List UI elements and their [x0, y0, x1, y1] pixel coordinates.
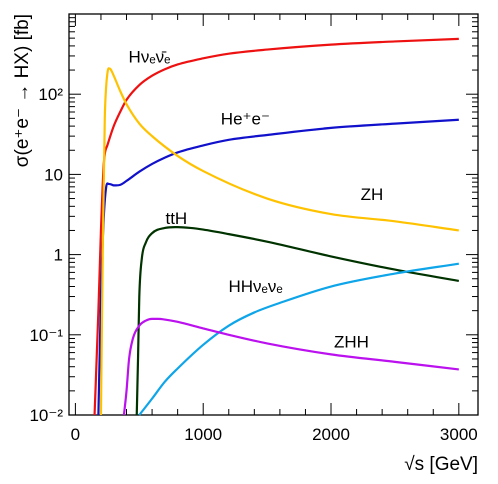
axis-ticks — [69, 14, 478, 416]
series-label-0: Hνₑν̄ₑ — [129, 47, 171, 66]
series-line-4 — [138, 262, 459, 416]
x-tick-label: 1000 — [184, 425, 222, 444]
y-tick-label: 10⁻¹ — [29, 326, 63, 345]
series-label-1: He⁺e⁻ — [221, 109, 270, 128]
tick-labels: 0 1000 2000 3000 10⁻² 10⁻¹ 1 10 10² — [29, 85, 477, 444]
x-tick-label: 2000 — [312, 425, 350, 444]
y-tick-label: 1 — [54, 246, 63, 265]
y-tick-label: 10 — [44, 165, 63, 184]
x-tick-label: 3000 — [440, 425, 478, 444]
series-lines — [93, 37, 460, 416]
series-line-3 — [135, 226, 460, 416]
y-tick-label: 10⁻² — [29, 406, 63, 425]
series-line-1 — [97, 118, 459, 416]
series-label-5: ZHH — [334, 333, 369, 352]
series-line-0 — [93, 37, 459, 416]
series-label-3: ttH — [165, 209, 187, 228]
series-line-2 — [99, 67, 459, 416]
series-line-5 — [122, 317, 459, 416]
y-axis-title: σ(e⁺e⁻ → HX) [fb] — [12, 14, 33, 167]
plot-frame — [68, 13, 479, 416]
series-label-2: ZH — [361, 185, 384, 204]
x-axis-title: √s [GeV] — [404, 454, 478, 475]
series-label-4: HHνₑνₑ — [229, 277, 283, 296]
y-tick-label: 10² — [38, 85, 63, 104]
series-labels: Hνₑν̄ₑ He⁺e⁻ ZH ttH HHνₑνₑ ZHH — [129, 47, 384, 351]
x-tick-label: 0 — [71, 425, 80, 444]
